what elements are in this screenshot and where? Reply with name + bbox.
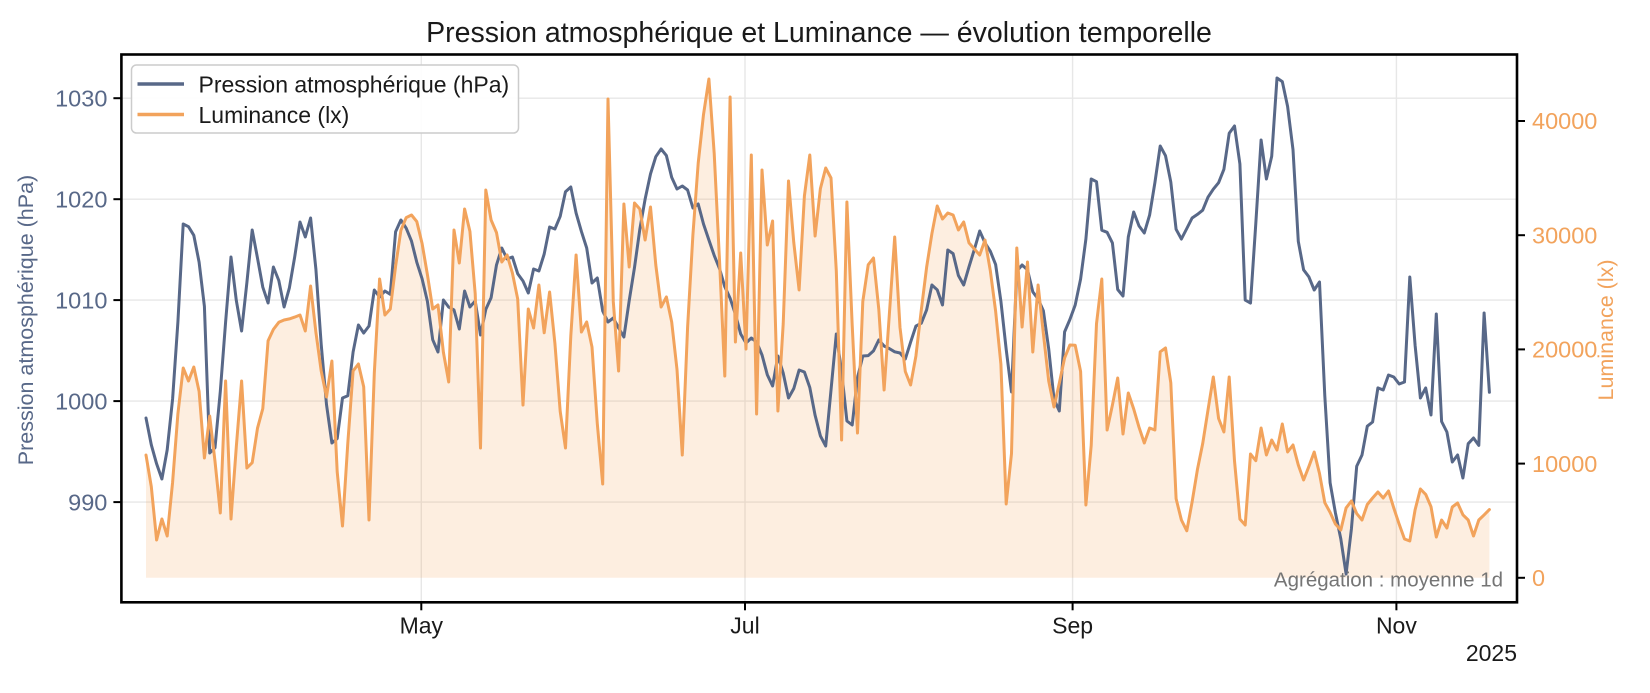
svg-text:1000: 1000 xyxy=(55,388,107,414)
svg-text:1020: 1020 xyxy=(55,186,107,212)
svg-text:Luminance (lx): Luminance (lx) xyxy=(1594,260,1618,401)
svg-text:0: 0 xyxy=(1532,565,1545,591)
svg-text:Luminance (lx): Luminance (lx) xyxy=(199,102,350,128)
svg-text:10000: 10000 xyxy=(1532,451,1597,477)
svg-text:1010: 1010 xyxy=(55,287,107,313)
svg-text:Pression atmosphérique et Lumi: Pression atmosphérique et Luminance — év… xyxy=(426,17,1212,49)
svg-text:30000: 30000 xyxy=(1532,222,1597,248)
svg-text:2025: 2025 xyxy=(1466,640,1517,666)
svg-text:Nov: Nov xyxy=(1376,612,1417,638)
svg-text:Agrégation : moyenne 1d: Agrégation : moyenne 1d xyxy=(1274,569,1503,592)
svg-text:990: 990 xyxy=(68,489,107,515)
svg-text:Jul: Jul xyxy=(730,612,759,638)
svg-text:May: May xyxy=(400,612,444,638)
svg-text:Pression atmosphérique (hPa): Pression atmosphérique (hPa) xyxy=(14,175,38,465)
svg-text:20000: 20000 xyxy=(1532,337,1597,363)
svg-text:1030: 1030 xyxy=(55,85,107,111)
svg-text:Pression atmosphérique (hPa): Pression atmosphérique (hPa) xyxy=(199,72,510,98)
svg-text:40000: 40000 xyxy=(1532,108,1597,134)
svg-text:Sep: Sep xyxy=(1052,612,1093,638)
